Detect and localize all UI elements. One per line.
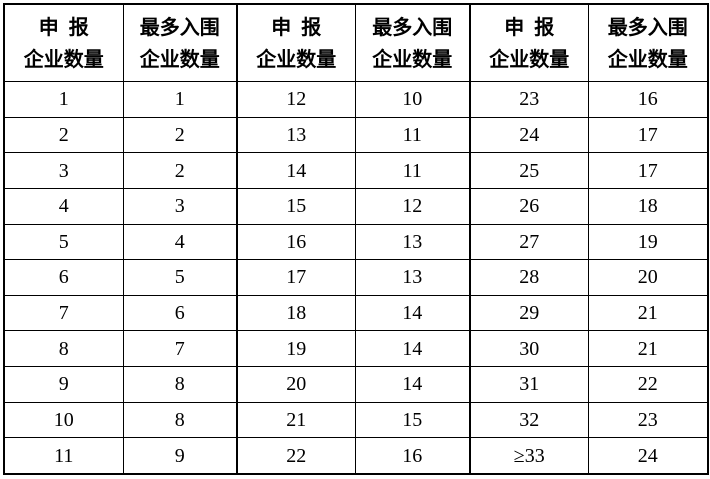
table-cell: 21 [236, 401, 356, 439]
table-cell: 2 [122, 152, 238, 189]
table-cell: 28 [469, 259, 589, 296]
header-max-shortlisted-2: 最多入围 企业数量 [354, 3, 471, 82]
table-cell: 23 [469, 81, 589, 118]
table-row: 11 9 22 16 ≥33 24 [3, 437, 709, 475]
table-cell: 23 [587, 401, 709, 439]
table-cell: 16 [587, 81, 709, 118]
table-cell: 19 [587, 223, 709, 261]
table-row: 2 2 13 11 24 17 [3, 116, 709, 154]
table-cell: 12 [236, 81, 356, 118]
table-cell: 18 [587, 187, 709, 225]
header-max-shortlisted-3: 最多入围 企业数量 [587, 3, 709, 82]
table-cell: 9 [3, 366, 124, 403]
table-cell: 14 [236, 152, 356, 189]
header-line: 最多入围 [607, 15, 688, 39]
table-cell: 20 [587, 259, 709, 296]
table-cell: 21 [587, 330, 709, 367]
table-cell: 2 [3, 116, 124, 154]
table-cell: 16 [354, 437, 471, 475]
header-line: 最多入围 [372, 15, 453, 39]
header-line: 最多入围 [139, 15, 220, 39]
table-cell: 5 [3, 223, 124, 261]
header-line: 企业数量 [23, 47, 104, 71]
table-cell: 4 [122, 223, 238, 261]
table-row: 4 3 15 12 26 18 [3, 187, 709, 225]
table-cell: 17 [587, 116, 709, 154]
table-cell: 7 [3, 294, 124, 332]
table-row: 9 8 20 14 31 22 [3, 366, 709, 403]
table-cell: 9 [122, 437, 238, 475]
table-body: 1 1 12 10 23 16 2 2 13 11 24 17 3 2 14 11 25 17 4 3 15 12 26 18… [3, 81, 709, 475]
header-declared-count-2: 申 报 企业数量 [236, 3, 356, 82]
table-row: 3 2 14 11 25 17 [3, 152, 709, 189]
table-cell: 11 [354, 152, 471, 189]
table-cell: 8 [3, 330, 124, 367]
enterprise-quota-table: 申 报 企业数量 最多入围 企业数量 申 报 企业数量 最多入围 企业数量 申 … [3, 3, 709, 475]
table-row: 5 4 16 13 27 19 [3, 223, 709, 261]
table-cell: 30 [469, 330, 589, 367]
table-cell: 12 [354, 187, 471, 225]
table-cell: 20 [236, 366, 356, 403]
table-cell: 31 [469, 366, 589, 403]
table-cell: 26 [469, 187, 589, 225]
table-cell: 14 [354, 330, 471, 367]
table-cell: 8 [122, 366, 238, 403]
table-cell: 3 [3, 152, 124, 189]
table-row: 10 8 21 15 32 23 [3, 401, 709, 439]
table-cell: 2 [122, 116, 238, 154]
table-row: 8 7 19 14 30 21 [3, 330, 709, 367]
table-cell: 22 [236, 437, 356, 475]
table-cell: 15 [354, 401, 471, 439]
table-cell: 13 [354, 223, 471, 261]
header-line: 申 报 [504, 15, 555, 39]
table-cell: 15 [236, 187, 356, 225]
table-cell: 32 [469, 401, 589, 439]
table-cell: 6 [3, 259, 124, 296]
table-cell: 19 [236, 330, 356, 367]
table-cell: 11 [3, 437, 124, 475]
table-cell: 24 [469, 116, 589, 154]
table-cell: 13 [354, 259, 471, 296]
table-cell: 6 [122, 294, 238, 332]
table-cell: 22 [587, 366, 709, 403]
table-row: 1 1 12 10 23 16 [3, 81, 709, 118]
header-line: 企业数量 [372, 47, 453, 71]
header-line: 申 报 [271, 15, 322, 39]
table-cell: 17 [236, 259, 356, 296]
header-line: 企业数量 [607, 47, 688, 71]
header-line: 企业数量 [139, 47, 220, 71]
header-declared-count-1: 申 报 企业数量 [3, 3, 124, 82]
table-cell: 25 [469, 152, 589, 189]
header-line: 企业数量 [489, 47, 570, 71]
table-cell: 10 [3, 401, 124, 439]
table-row: 7 6 18 14 29 21 [3, 294, 709, 332]
table-cell: 13 [236, 116, 356, 154]
table-row: 6 5 17 13 28 20 [3, 259, 709, 296]
table-cell: 8 [122, 401, 238, 439]
table-cell: 1 [3, 81, 124, 118]
header-max-shortlisted-1: 最多入围 企业数量 [122, 3, 238, 82]
table-cell: 4 [3, 187, 124, 225]
header-row: 申 报 企业数量 最多入围 企业数量 申 报 企业数量 最多入围 企业数量 申 … [3, 3, 709, 82]
table-cell: 21 [587, 294, 709, 332]
table-cell: 17 [587, 152, 709, 189]
table-cell: 1 [122, 81, 238, 118]
table-cell: 29 [469, 294, 589, 332]
table-cell: 5 [122, 259, 238, 296]
header-line: 企业数量 [256, 47, 337, 71]
table-cell: 3 [122, 187, 238, 225]
table-cell: 14 [354, 294, 471, 332]
table-cell: 10 [354, 81, 471, 118]
table-cell: 16 [236, 223, 356, 261]
header-declared-count-3: 申 报 企业数量 [469, 3, 589, 82]
table-cell: 24 [587, 437, 709, 475]
table-cell: 14 [354, 366, 471, 403]
table-cell: ≥33 [469, 437, 589, 475]
table-cell: 18 [236, 294, 356, 332]
table-cell: 11 [354, 116, 471, 154]
header-line: 申 报 [38, 15, 89, 39]
table-cell: 7 [122, 330, 238, 367]
table-cell: 27 [469, 223, 589, 261]
